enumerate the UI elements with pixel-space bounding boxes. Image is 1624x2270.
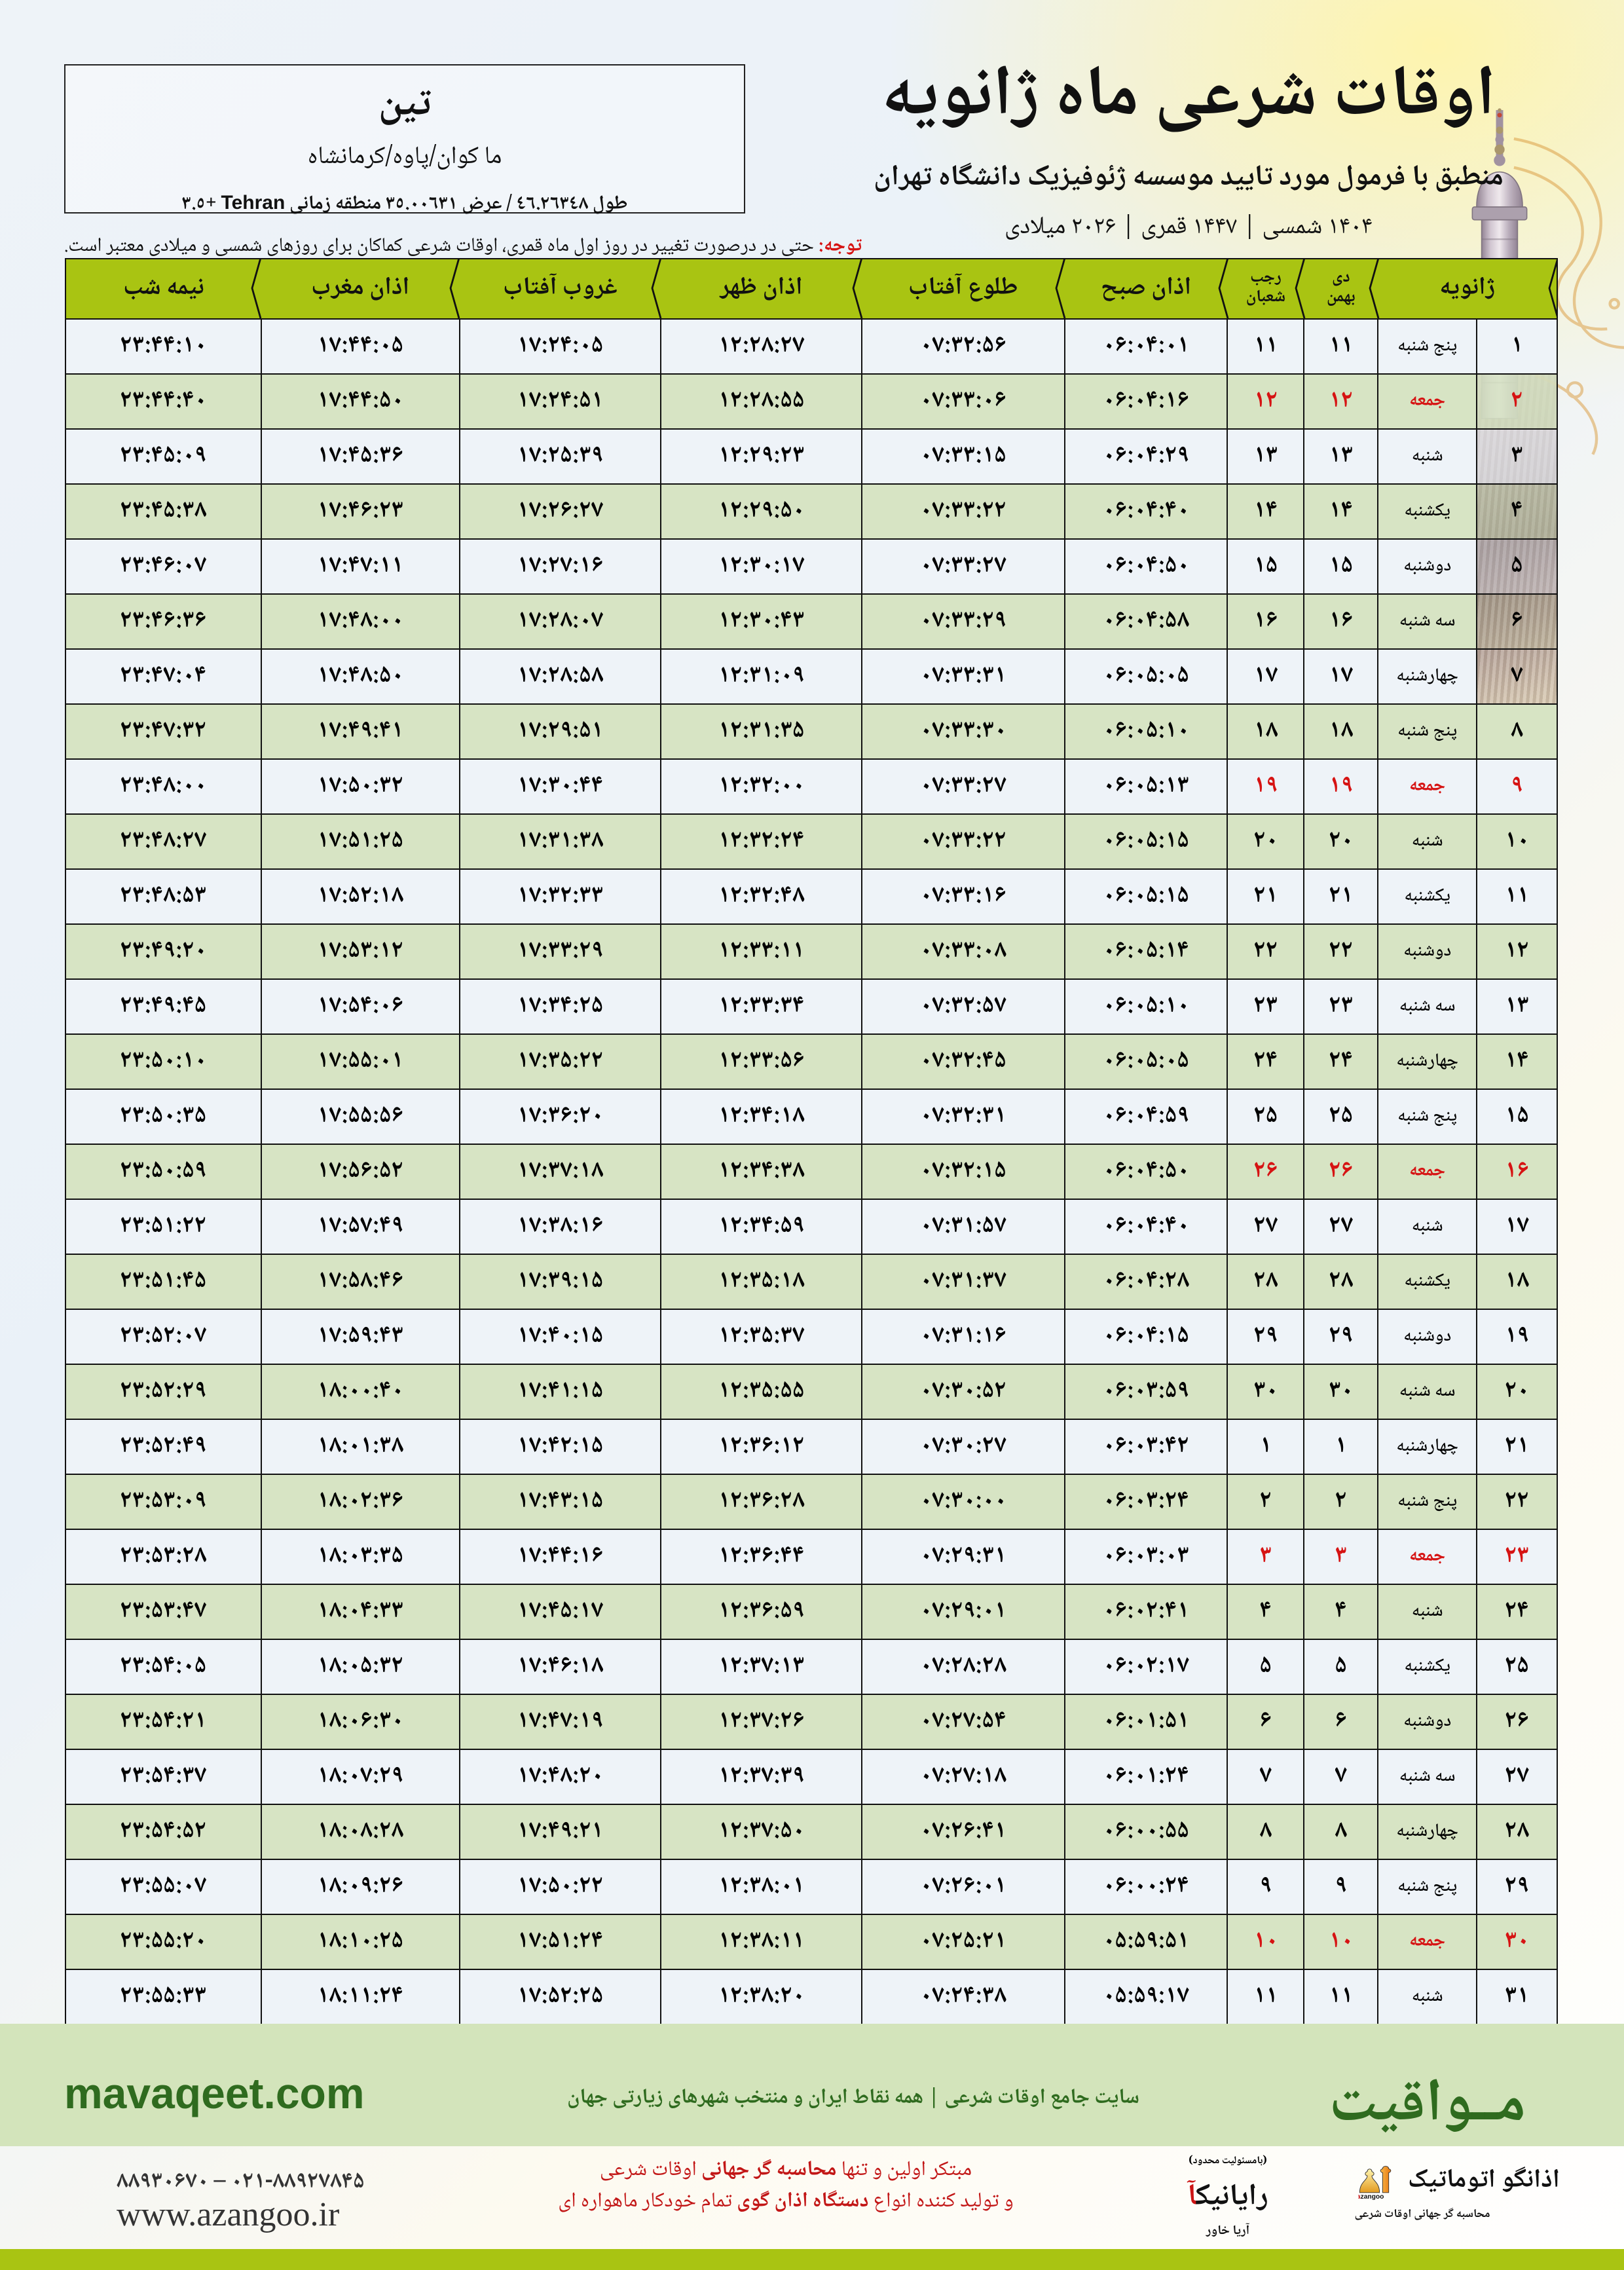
- svg-text:azangoo: azangoo: [1358, 2193, 1384, 2201]
